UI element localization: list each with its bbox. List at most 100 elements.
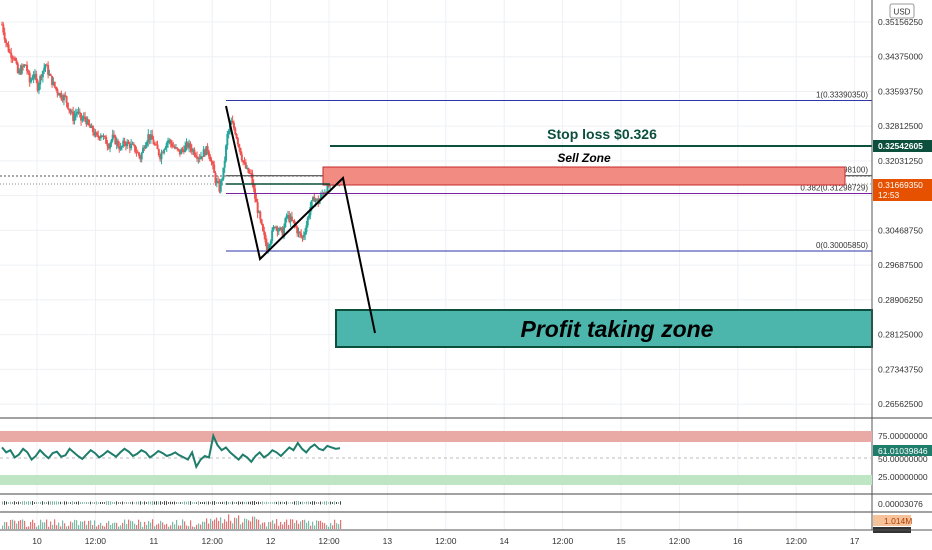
volume-bar bbox=[240, 524, 242, 529]
candle-body bbox=[11, 57, 14, 59]
candle-body bbox=[62, 95, 65, 101]
candle-body bbox=[198, 157, 201, 160]
volume-bar bbox=[202, 521, 204, 529]
volume-bar bbox=[292, 519, 294, 529]
indicator-bar bbox=[28, 501, 29, 505]
volume-bar bbox=[14, 520, 16, 529]
indicator-bar bbox=[122, 501, 123, 505]
indicator-bar bbox=[80, 502, 81, 504]
volume-bar bbox=[294, 523, 296, 529]
volume-bar bbox=[132, 521, 134, 529]
candle-body bbox=[44, 64, 47, 68]
candle-body bbox=[148, 134, 151, 140]
candle-body bbox=[60, 93, 63, 99]
candle-body bbox=[314, 199, 317, 202]
volume-bar bbox=[140, 521, 142, 529]
profit-zone-box[interactable] bbox=[335, 309, 873, 348]
volume-bar bbox=[116, 522, 118, 529]
volume-bar bbox=[300, 521, 302, 529]
candle-body bbox=[205, 146, 208, 156]
candle-body bbox=[84, 116, 87, 119]
price-axis[interactable]: USD 0.35156250 0.34375000 0.33593750 0.3281… bbox=[873, 3, 932, 533]
indicator-bar bbox=[62, 502, 63, 504]
indicator-bar bbox=[248, 501, 249, 505]
candle-body bbox=[31, 78, 34, 80]
candle-body bbox=[134, 145, 137, 152]
sell-zone-box[interactable] bbox=[322, 166, 846, 186]
indicator-bar bbox=[212, 501, 213, 505]
sell-zone-label: Sell Zone bbox=[557, 151, 611, 165]
indicator-bar bbox=[330, 501, 331, 505]
candle-body bbox=[297, 231, 300, 234]
time-tick-label: 13 bbox=[383, 536, 393, 546]
volume-bar bbox=[180, 525, 182, 529]
indicator-bar bbox=[64, 501, 65, 505]
candle-body bbox=[239, 148, 242, 155]
indicator-bar bbox=[264, 502, 265, 504]
candle-body bbox=[231, 120, 234, 123]
candle-body bbox=[94, 132, 97, 136]
indicator-bar bbox=[106, 501, 107, 505]
time-axis[interactable]: 10 12:00 11 12:00 12 12:00 13 12:00 14 12:00 15 12:… bbox=[0, 529, 932, 546]
indicator-bar bbox=[110, 501, 111, 505]
indicator-bar bbox=[236, 502, 237, 504]
current-price-label: 0.31669350 bbox=[878, 180, 923, 190]
candle-body bbox=[33, 74, 36, 76]
candle-body bbox=[213, 164, 216, 173]
stop-loss-price-label: 0.32542605 bbox=[878, 141, 923, 151]
candle-body bbox=[149, 134, 152, 140]
candle-body bbox=[76, 111, 79, 114]
volume-bar bbox=[28, 526, 30, 529]
indicator-bar bbox=[78, 501, 79, 505]
volume-bar bbox=[244, 518, 246, 529]
volume-bar bbox=[284, 521, 286, 529]
volume-bar bbox=[286, 519, 288, 529]
indicator-bar bbox=[322, 502, 323, 504]
indicator-bar bbox=[50, 501, 51, 505]
volume-bar bbox=[48, 526, 50, 529]
volume-bar bbox=[228, 514, 230, 529]
candle-body bbox=[27, 71, 30, 73]
indicator-bar bbox=[256, 502, 257, 504]
oscillator-level-75: 75.00000000 bbox=[878, 431, 928, 441]
candle-body bbox=[70, 111, 73, 113]
candle-body bbox=[132, 143, 135, 146]
candle-body bbox=[89, 125, 92, 128]
indicator-bar bbox=[84, 502, 85, 504]
volume-bar bbox=[78, 525, 80, 529]
pattern-drawing[interactable] bbox=[225, 105, 376, 334]
volume-bar bbox=[314, 525, 316, 529]
indicator-bar bbox=[234, 501, 235, 505]
candle-body bbox=[122, 140, 125, 147]
volume-bar bbox=[288, 524, 290, 529]
candle-body bbox=[78, 111, 81, 114]
volume-bar bbox=[4, 521, 6, 529]
price-candles bbox=[1, 21, 343, 254]
indicator-bar bbox=[210, 502, 211, 504]
indicator-bar bbox=[332, 502, 333, 504]
candle-body bbox=[32, 75, 35, 79]
indicator-bar bbox=[286, 501, 287, 505]
candle-body bbox=[163, 149, 166, 153]
candle-body bbox=[247, 167, 250, 173]
candle-body bbox=[86, 119, 89, 125]
candle-body bbox=[68, 108, 71, 111]
candle-body bbox=[82, 116, 85, 119]
volume-bar bbox=[194, 526, 196, 529]
candle-body bbox=[252, 184, 255, 189]
candle-body bbox=[139, 155, 142, 160]
volume-bar bbox=[318, 520, 320, 529]
candle-body bbox=[308, 215, 311, 218]
candle-body bbox=[138, 152, 141, 156]
indicator-bar bbox=[272, 502, 273, 504]
indicator-bar bbox=[30, 501, 31, 505]
candle-body bbox=[119, 146, 122, 150]
oscillator-oversold-band bbox=[0, 475, 872, 485]
indicator-bar bbox=[250, 501, 251, 505]
indicator-bar bbox=[134, 502, 135, 504]
candle-body bbox=[283, 226, 286, 237]
candle-body bbox=[218, 182, 221, 192]
candle-body bbox=[143, 147, 146, 149]
candle-body bbox=[289, 216, 292, 222]
